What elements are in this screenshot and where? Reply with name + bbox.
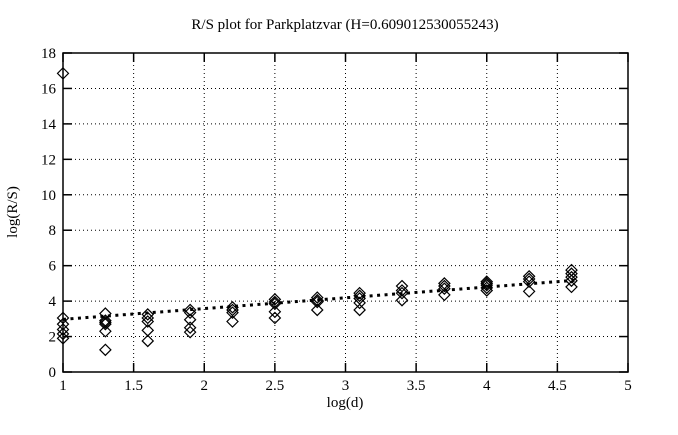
x-tick-label: 4: [483, 378, 491, 394]
data-point-marker: [183, 303, 197, 317]
data-point-marker: [310, 293, 324, 307]
data-point-marker: [480, 275, 494, 288]
data-point-marker: [310, 295, 324, 309]
y-tick-label: 0: [49, 365, 57, 381]
x-tick-label: 4.5: [548, 378, 567, 394]
data-point-marker: [183, 306, 197, 319]
data-point-marker: [99, 324, 112, 338]
data-point-marker: [268, 295, 282, 309]
data-point-marker: [395, 279, 409, 293]
data-point-marker: [310, 291, 324, 304]
data-point-marker: [226, 300, 239, 314]
data-point-marker: [141, 311, 155, 325]
x-tick-label: 1: [59, 378, 67, 394]
y-tick-label: 6: [49, 259, 57, 275]
data-point-marker: [565, 270, 578, 284]
data-point-marker: [353, 303, 366, 317]
y-axis-label: log(R/S): [5, 186, 21, 238]
data-point-marker: [565, 274, 578, 288]
data-point-marker: [522, 272, 536, 286]
data-point-marker: [522, 275, 536, 288]
data-point-marker: [480, 277, 494, 290]
data-point-marker: [141, 315, 155, 328]
data-point-marker: [480, 284, 494, 297]
data-point-marker: [99, 343, 112, 357]
data-points-layer: [56, 67, 578, 357]
data-point-marker: [141, 308, 155, 321]
x-tick-label: 2.5: [266, 378, 285, 394]
data-point-marker: [438, 288, 451, 302]
x-axis-label: log(d): [327, 395, 364, 411]
x-tick-label: 1.5: [124, 378, 143, 394]
y-tick-label: 10: [41, 188, 56, 204]
data-point-marker: [226, 315, 239, 328]
data-point-marker: [310, 303, 324, 317]
axis-ticks-layer: [62, 52, 629, 373]
data-point-marker: [565, 280, 578, 294]
data-point-marker: [522, 285, 536, 298]
x-tick-label: 3.5: [407, 378, 426, 394]
data-point-marker: [268, 297, 282, 311]
data-point-marker: [395, 284, 409, 297]
y-tick-label: 2: [49, 330, 57, 346]
data-point-marker: [183, 325, 197, 339]
data-point-marker: [99, 317, 112, 331]
data-point-marker: [99, 316, 112, 329]
data-point-marker: [480, 278, 494, 292]
data-point-marker: [141, 334, 155, 348]
data-point-marker: [438, 282, 451, 296]
data-point-marker: [438, 279, 451, 293]
data-point-marker: [565, 267, 578, 280]
x-tick-label: 5: [624, 378, 632, 394]
x-tick-label: 3: [342, 378, 350, 394]
data-point-marker: [522, 269, 536, 283]
data-point-marker: [268, 305, 282, 319]
x-tick-label: 2: [201, 378, 209, 394]
tick-labels-layer: 1 1.5 2 2.5 3 3.5 4 4.5 5 0 2 4 6 8 10 12 14 16 18: [41, 46, 632, 394]
data-point-marker: [395, 293, 409, 307]
data-point-marker: [268, 311, 282, 325]
y-tick-label: 4: [49, 294, 57, 310]
chart-title: R/S plot for Parkplatzvar (H=0.609012530…: [191, 17, 498, 33]
data-point-marker: [353, 289, 366, 303]
data-point-marker: [565, 263, 578, 277]
data-point-marker: [226, 306, 239, 319]
data-point-marker: [268, 292, 282, 306]
data-point-marker: [183, 313, 197, 327]
y-tick-label: 16: [41, 81, 57, 97]
data-point-marker: [353, 296, 366, 310]
y-tick-label: 8: [49, 223, 57, 239]
data-point-marker: [480, 281, 494, 295]
y-tick-label: 14: [41, 117, 57, 133]
data-point-marker: [395, 286, 409, 300]
y-tick-label: 12: [41, 152, 56, 168]
data-point-marker: [353, 286, 366, 300]
data-point-marker: [183, 321, 197, 335]
y-tick-label: 18: [41, 46, 56, 62]
